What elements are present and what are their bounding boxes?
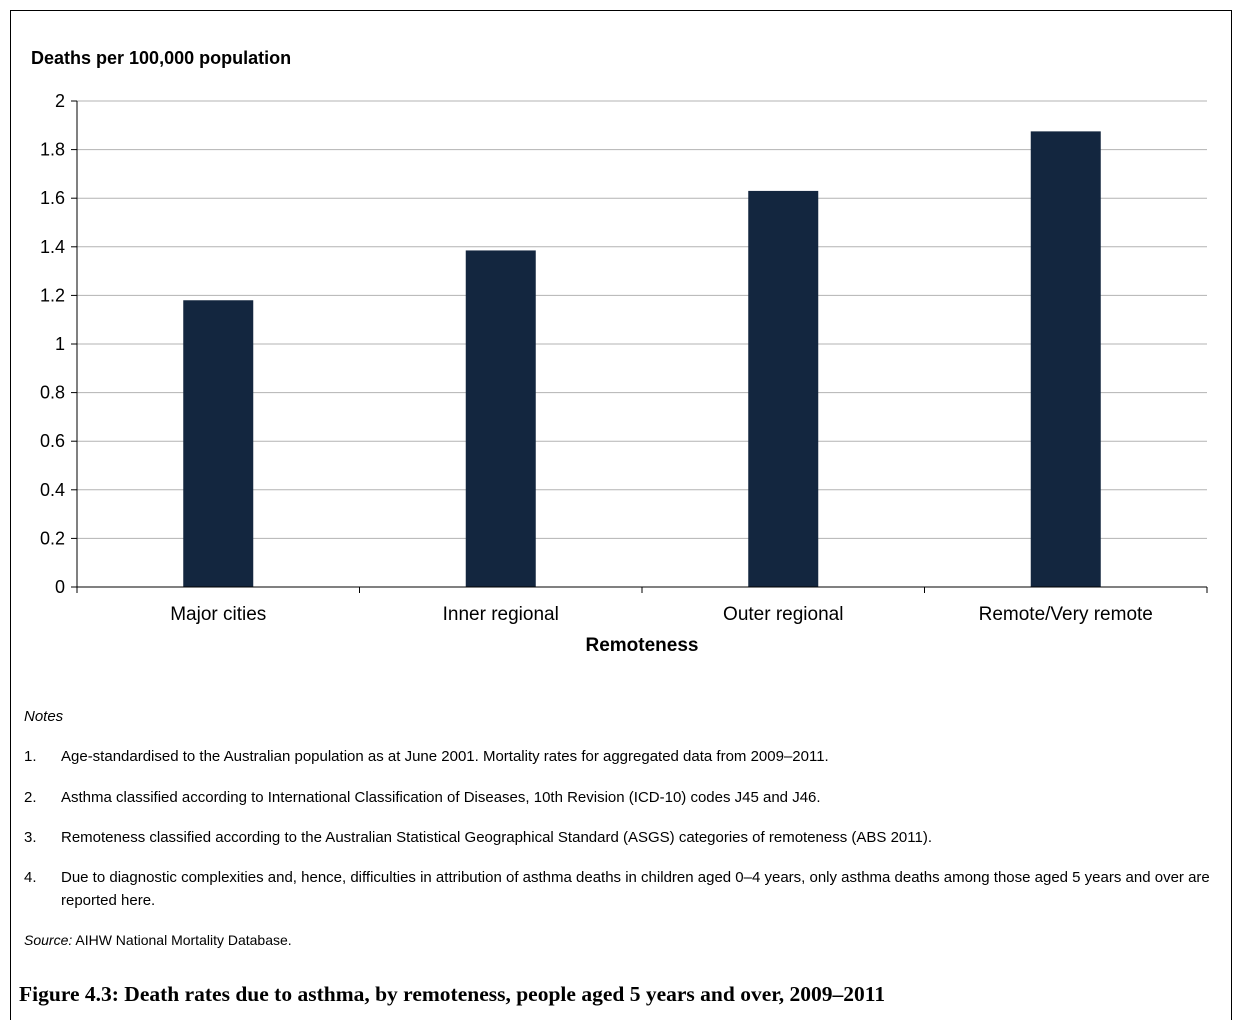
x-tick-label: Inner regional	[443, 604, 559, 625]
bar-chart: Deaths per 100,000 population 0 0.2 0.4 0.6…	[31, 48, 1208, 656]
source-line: Source: AIHW National Mortality Database…	[24, 932, 292, 948]
y-tick-label: 1	[55, 334, 65, 354]
y-axis-title: Deaths per 100,000 population	[31, 48, 291, 68]
note-text: Age-standardised to the Australian popul…	[61, 748, 829, 765]
y-tick-label: 0.8	[40, 383, 65, 403]
y-tick-label: 1.8	[40, 140, 65, 160]
note-text: Asthma classified according to Internati…	[61, 789, 821, 806]
source-label: Source:	[24, 932, 73, 948]
figure-frame	[10, 10, 1232, 1020]
y-tick-label: 1.2	[40, 285, 65, 305]
x-tick-label: Major cities	[170, 604, 266, 625]
figure-caption: Figure 4.3: Death rates due to asthma, b…	[19, 982, 886, 1006]
y-tick-label: 0	[55, 577, 65, 597]
bar-outer-regional	[748, 190, 819, 587]
note-number: 4.	[24, 869, 37, 886]
bar-inner-regional	[465, 250, 536, 587]
note-text: Due to diagnostic complexities and, henc…	[61, 869, 1210, 909]
note-number: 2.	[24, 789, 37, 806]
y-tick-label: 0.6	[40, 431, 65, 451]
bar-major-cities	[183, 300, 254, 587]
note-number: 3.	[24, 829, 37, 846]
note-text: Remoteness classified according to the A…	[61, 829, 932, 846]
y-tick-label: 2	[55, 91, 65, 111]
y-tick-label: 0.4	[40, 480, 65, 500]
y-tick-label: 1.4	[40, 237, 65, 257]
x-axis-title: Remoteness	[586, 635, 699, 656]
source-text: AIHW National Mortality Database.	[72, 932, 292, 948]
bar-remote-very-remote	[1030, 131, 1101, 587]
y-tick-label: 1.6	[40, 188, 65, 208]
notes-label: Notes	[24, 708, 64, 725]
note-number: 1.	[24, 748, 37, 765]
x-tick-label: Remote/Very remote	[979, 604, 1153, 625]
x-tick-label: Outer regional	[723, 604, 843, 625]
y-tick-label: 0.2	[40, 528, 65, 548]
